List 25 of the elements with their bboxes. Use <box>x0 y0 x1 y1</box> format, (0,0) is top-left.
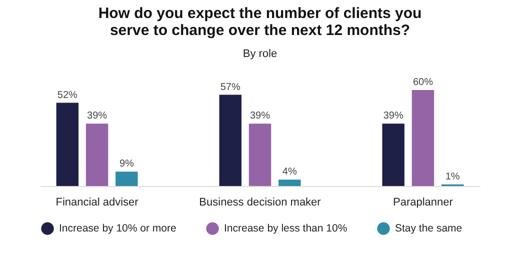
legend-label: Stay the same <box>395 222 462 235</box>
bar <box>219 94 242 186</box>
data-label: 39% <box>383 110 404 122</box>
bar <box>412 90 434 186</box>
bar <box>248 124 272 186</box>
data-label: 9% <box>119 158 134 170</box>
bar <box>116 172 138 186</box>
chart-subtitle: By role <box>242 48 278 60</box>
x-tick-label: Financial adviser <box>56 196 139 208</box>
data-label: 60% <box>412 77 434 88</box>
data-label: 1% <box>445 171 460 182</box>
data-label: 52% <box>57 90 78 101</box>
bar <box>278 180 301 186</box>
chart-title: How do you expect the number of clients you serve to change over the next 12 months? <box>98 5 422 39</box>
data-label: 4% <box>282 166 297 178</box>
data-label: 57% <box>220 82 240 93</box>
data-label: 39% <box>87 110 108 122</box>
x-tick-label: Paraplanner <box>392 196 454 208</box>
bar <box>56 102 79 186</box>
legend-label: Increase by 10% or more <box>59 222 176 235</box>
data-label: 39% <box>250 110 270 122</box>
x-tick-label: Business decision maker <box>199 196 322 208</box>
bar <box>86 124 108 186</box>
legend-label: Increase by less than 10% <box>224 222 348 235</box>
bar <box>382 124 404 186</box>
